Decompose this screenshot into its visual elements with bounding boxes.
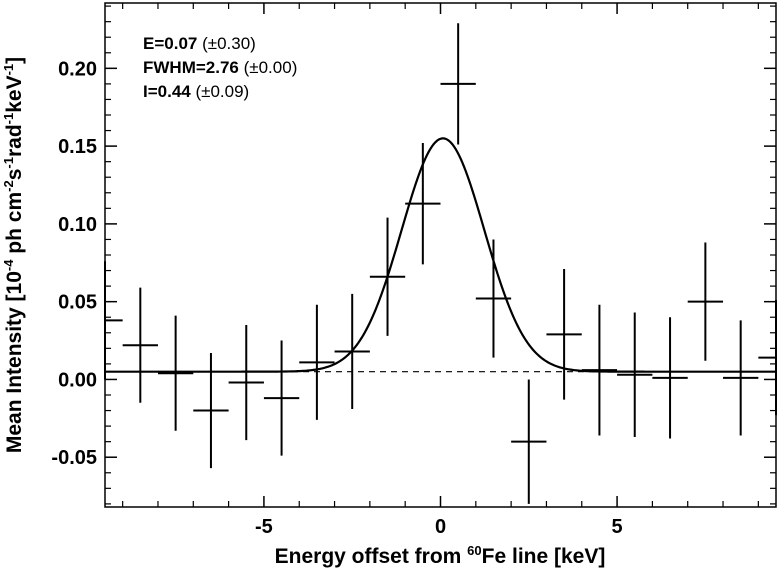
y-tick-label: 0.05 — [58, 292, 97, 314]
data-point — [758, 300, 777, 416]
plot-frame — [104, 2, 777, 508]
y-tick-label: -0.05 — [51, 447, 97, 469]
data-point — [617, 312, 653, 437]
x-tick-label: -5 — [255, 516, 273, 538]
axis-ticks — [105, 3, 776, 507]
fit-annotations: E=0.07 (±0.30) FWHM=2.76 (±0.00) I=0.44 … — [143, 34, 297, 101]
data-point — [122, 287, 158, 403]
data-point — [157, 315, 194, 431]
data-points — [104, 23, 777, 504]
data-point — [104, 261, 123, 380]
x-tick-label: 0 — [435, 516, 446, 538]
y-tick-label: 0.20 — [58, 58, 97, 80]
data-point — [440, 23, 476, 145]
data-point — [405, 143, 441, 265]
data-point — [369, 217, 406, 336]
y-tick-label: 0.15 — [58, 136, 97, 158]
data-point — [723, 320, 759, 436]
axis-tick-labels: -5 0 5 -0.05 0.00 0.05 0.10 0.15 0.20 — [51, 58, 622, 538]
data-point — [263, 340, 300, 456]
x-axis-title: Energy offset from 60Fe line [keV] — [275, 543, 606, 568]
annotation-energy: E=0.07 (±0.30) — [143, 34, 256, 53]
y-tick-label: 0.10 — [58, 214, 97, 236]
data-point — [193, 353, 229, 469]
data-point — [299, 304, 335, 420]
data-point — [581, 304, 618, 436]
data-point — [334, 293, 370, 409]
y-tick-label: 0.00 — [58, 369, 97, 391]
data-point — [687, 242, 724, 361]
data-point — [228, 325, 264, 441]
gaussian-fit-curve — [105, 137, 776, 373]
annotation-intensity: I=0.44 (±0.09) — [143, 82, 249, 101]
x-tick-label: 5 — [612, 516, 623, 538]
data-point — [546, 269, 582, 400]
annotation-fwhm: FWHM=2.76 (±0.00) — [143, 58, 297, 77]
data-point — [511, 379, 547, 504]
data-point — [475, 239, 512, 358]
data-point — [652, 317, 688, 439]
y-axis-title: Mean Intensity [10-4 ph cm-2s-1rad-1keV-… — [1, 57, 26, 453]
